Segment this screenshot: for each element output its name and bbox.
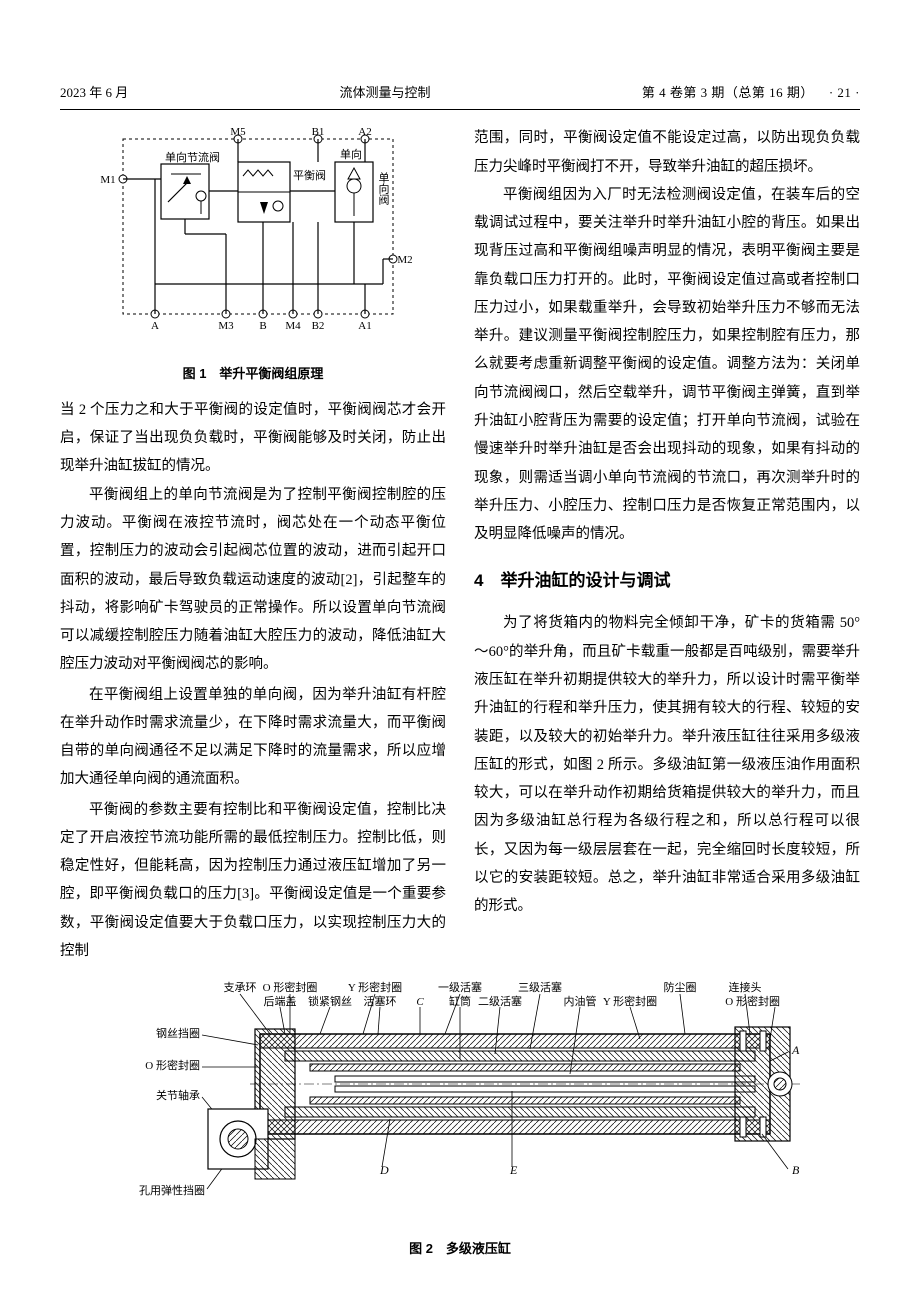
- left-column: M5 B1 A2 M1 M2 A M3: [60, 124, 446, 967]
- para-l4: 平衡阀的参数主要有控制比和平衡阀设定值，控制比决定了开启液控节流功能所需的最低控…: [60, 796, 446, 966]
- svg-text:单向阀: 单向阀: [377, 172, 390, 206]
- schematic-diagram: M5 B1 A2 M1 M2 A M3: [93, 124, 413, 344]
- svg-text:Y 形密封圈: Y 形密封圈: [603, 994, 657, 1008]
- header-date: 2023 年 6 月: [60, 80, 128, 105]
- label-B2: B2: [312, 320, 325, 332]
- svg-text:锁紧钢丝: 锁紧钢丝: [308, 994, 352, 1008]
- figure-2-caption: 图 2 多级液压缸: [60, 1236, 860, 1261]
- multistage-cylinder-diagram: 支承环 O 形密封圈 后端盖 锁紧钢丝 Y 形密封圈 活塞环 C 一级活塞 缸筒…: [80, 979, 840, 1219]
- label-M5: M5: [230, 126, 246, 138]
- svg-text:C: C: [416, 996, 424, 1008]
- svg-text:Y 形密封圈: Y 形密封圈: [348, 980, 402, 994]
- svg-text:钢丝挡圈: 钢丝挡圈: [156, 1026, 200, 1040]
- label-M4: M4: [285, 320, 301, 332]
- svg-text:E: E: [509, 1163, 518, 1177]
- svg-text:一级活塞: 一级活塞: [438, 980, 482, 994]
- label-throttle: 单向节流阀: [165, 150, 220, 164]
- svg-text:后端盖: 后端盖: [264, 994, 297, 1008]
- svg-text:D: D: [379, 1163, 389, 1177]
- para-l1: 当 2 个压力之和大于平衡阀的设定值时，平衡阀阀芯才会开启，保证了当出现负负载时…: [60, 396, 446, 481]
- label-A2: A2: [358, 126, 371, 138]
- svg-text:孔用弹性挡圈: 孔用弹性挡圈: [139, 1183, 205, 1197]
- svg-text:活塞环: 活塞环: [364, 994, 397, 1008]
- para-l2: 平衡阀组上的单向节流阀是为了控制平衡阀控制腔的压力波动。平衡阀在液控节流时，阀芯…: [60, 481, 446, 679]
- figure-1: M5 B1 A2 M1 M2 A M3: [60, 124, 446, 386]
- label-M1: M1: [100, 174, 115, 186]
- label-B1: B1: [312, 126, 325, 138]
- svg-text:支承环: 支承环: [224, 981, 257, 994]
- label-A1: A1: [358, 320, 371, 332]
- svg-text:O 形密封圈: O 形密封圈: [145, 1058, 200, 1072]
- right-column: 范围，同时，平衡阀设定值不能设定过高，以防出现负负载压力尖峰时平衡阀打不开，导致…: [474, 124, 860, 967]
- figure-2: 支承环 O 形密封圈 后端盖 锁紧钢丝 Y 形密封圈 活塞环 C 一级活塞 缸筒…: [60, 979, 860, 1261]
- para-r3: 为了将货箱内的物料完全倾卸干净，矿卡的货箱需 50°～60°的举升角，而且矿卡载…: [474, 609, 860, 920]
- section-4-title: 4 举升油缸的设计与调试: [474, 564, 860, 597]
- label-M3: M3: [218, 320, 234, 332]
- svg-text:缸筒: 缸筒: [449, 994, 471, 1008]
- label-check: 单向: [340, 147, 362, 161]
- para-r1: 范围，同时，平衡阀设定值不能设定过高，以防出现负负载压力尖峰时平衡阀打不开，导致…: [474, 124, 860, 181]
- label-balance: 平衡阀: [293, 168, 326, 182]
- svg-text:O 形密封圈: O 形密封圈: [725, 994, 780, 1008]
- header-journal: 流体测量与控制: [340, 80, 431, 105]
- svg-text:关节轴承: 关节轴承: [156, 1088, 200, 1102]
- page-header: 2023 年 6 月 流体测量与控制 第 4 卷第 3 期（总第 16 期） ·…: [60, 80, 860, 110]
- svg-text:内油管: 内油管: [564, 994, 597, 1008]
- label-M2: M2: [397, 254, 412, 266]
- svg-text:连接头: 连接头: [729, 981, 762, 994]
- svg-text:二级活塞: 二级活塞: [478, 994, 522, 1008]
- label-A: A: [151, 320, 159, 332]
- svg-text:防尘圈: 防尘圈: [664, 980, 697, 994]
- para-l3: 在平衡阀组上设置单独的单向阀，因为举升油缸有杆腔在举升动作时需求流量少，在下降时…: [60, 681, 446, 794]
- svg-text:三级活塞: 三级活塞: [518, 980, 562, 994]
- header-issue: 第 4 卷第 3 期（总第 16 期） · 21 ·: [642, 80, 860, 105]
- svg-text:A: A: [791, 1043, 800, 1057]
- label-B: B: [259, 320, 266, 332]
- svg-text:B: B: [792, 1163, 800, 1177]
- svg-text:O 形密封圈: O 形密封圈: [263, 980, 318, 994]
- figure-1-caption: 图 1 举升平衡阀组原理: [60, 361, 446, 386]
- para-r2: 平衡阀组因为入厂时无法检测阀设定值，在装车后的空载调试过程中，要关注举升时举升油…: [474, 181, 860, 548]
